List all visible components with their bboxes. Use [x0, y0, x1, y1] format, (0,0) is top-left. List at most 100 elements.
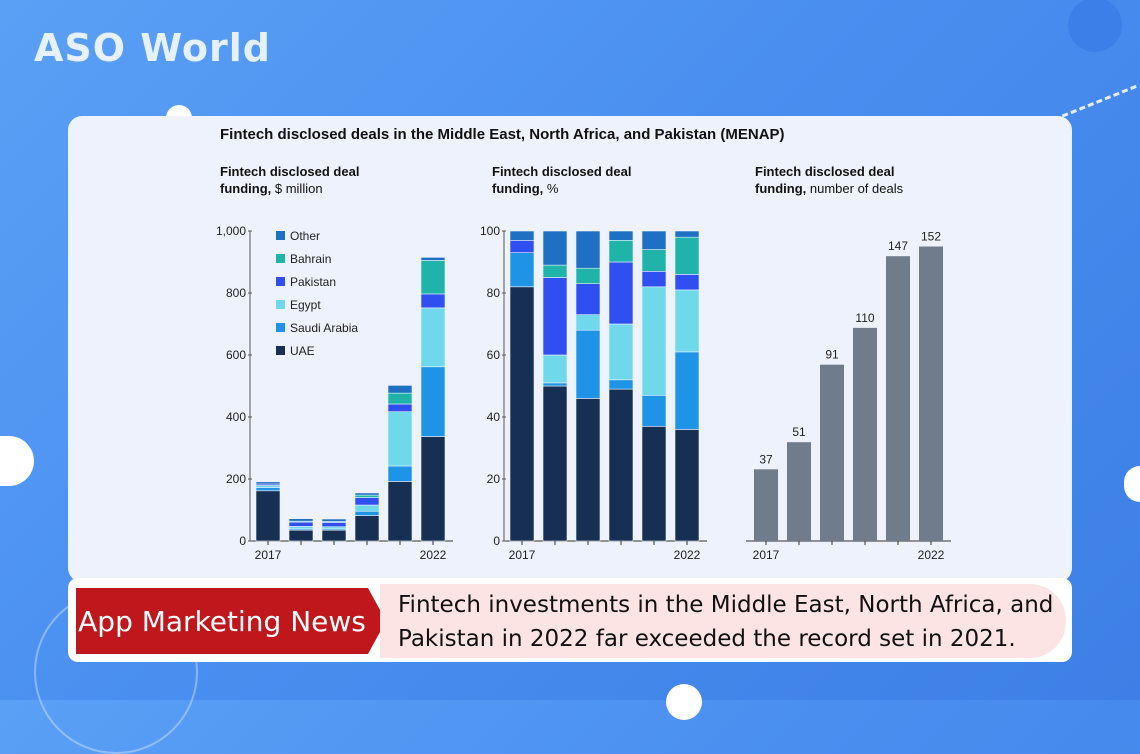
- legend-label: Bahrain: [290, 252, 331, 266]
- bar-uae: [255, 490, 281, 542]
- panel1-ytick-label: 1,000: [216, 224, 246, 238]
- bar-bahrain: [420, 260, 446, 295]
- panel1-subtitle-bold: Fintech disclosed deal funding,: [220, 164, 360, 196]
- bar-bahrain: [354, 494, 380, 498]
- bar-pakistan: [288, 521, 314, 527]
- bar-other: [641, 230, 667, 250]
- bar-deal-count: [919, 246, 943, 541]
- news-badge: App Marketing News: [76, 588, 386, 654]
- bar-other: [354, 492, 380, 496]
- bar-saudi-arabia: [608, 379, 634, 390]
- bar-egypt: [354, 504, 380, 512]
- bar-uae: [674, 429, 700, 542]
- panel1-ytick-label: 200: [226, 472, 246, 486]
- bar-deal-count: [754, 469, 778, 541]
- legend-label: Saudi Arabia: [290, 321, 358, 335]
- bar-other: [288, 518, 314, 522]
- panel1-ytick-label: 0: [239, 534, 246, 548]
- decor-bubble: [0, 436, 34, 486]
- panel1-ytick-label: 800: [226, 286, 246, 300]
- bar-uae: [387, 481, 413, 542]
- panel1-xtick-label: 2022: [420, 548, 447, 562]
- panel1-ytick-label: 600: [226, 348, 246, 362]
- bar-pakistan: [509, 240, 535, 254]
- bar-saudi-arabia: [641, 394, 667, 427]
- bar-other: [608, 230, 634, 241]
- bar-uae: [575, 398, 601, 542]
- bar-deal-count: [787, 442, 811, 541]
- panel2-ytick-label: 0: [493, 534, 500, 548]
- bar-other: [420, 257, 446, 261]
- panel2-xtick-label: 2022: [674, 548, 701, 562]
- panel1-subtitle-unit: $ million: [271, 181, 323, 196]
- panel2-ytick-label: 40: [487, 410, 501, 424]
- bar-uae: [288, 529, 314, 542]
- decor-bubble: [1068, 0, 1122, 52]
- bar-egypt: [387, 411, 413, 467]
- data-label: 152: [921, 230, 941, 244]
- bar-deal-count: [853, 327, 877, 541]
- bar-bahrain: [674, 236, 700, 275]
- bar-other: [387, 385, 413, 394]
- bar-egypt: [575, 314, 601, 331]
- bar-egypt: [420, 307, 446, 368]
- bar-uae: [420, 436, 446, 542]
- bar-egypt: [321, 526, 347, 530]
- figure-title: Fintech disclosed deals in the Middle Ea…: [220, 126, 785, 143]
- bar-pakistan: [354, 497, 380, 506]
- bar-pakistan: [575, 283, 601, 315]
- bar-saudi-arabia: [575, 329, 601, 399]
- news-headline: Fintech investments in the Middle East, …: [398, 592, 1054, 652]
- bar-egypt: [288, 526, 314, 530]
- bar-pakistan: [608, 261, 634, 325]
- panel2-subtitle-bold: Fintech disclosed deal funding,: [492, 164, 632, 196]
- bar-pakistan: [542, 277, 568, 356]
- data-label: 91: [825, 348, 839, 362]
- legend-swatch: [276, 231, 285, 240]
- bar-deal-count: [820, 364, 844, 541]
- bar-saudi-arabia: [542, 382, 568, 387]
- data-label: 110: [855, 311, 874, 325]
- legend-label: Other: [290, 229, 320, 243]
- legend-label: Pakistan: [290, 275, 336, 289]
- news-headline-box: Fintech investments in the Middle East, …: [380, 584, 1066, 658]
- bar-uae: [608, 388, 634, 542]
- panel3-xtick-label: 2022: [918, 548, 945, 562]
- panel2-subtitle: Fintech disclosed deal funding, %: [492, 163, 662, 197]
- data-label: 147: [888, 239, 908, 253]
- panel2-ytick-label: 100: [480, 224, 500, 238]
- bar-other: [321, 518, 347, 522]
- data-label: 37: [759, 452, 773, 466]
- legend-swatch: [276, 277, 285, 286]
- bar-saudi-arabia: [674, 351, 700, 430]
- bar-other: [255, 481, 281, 485]
- charts-svg: 0 200 400 600 800 1,000 2017 2022 0 20 40 60 80 100 20…: [216, 224, 951, 562]
- legend-label: UAE: [290, 344, 315, 358]
- bar-pakistan: [674, 274, 700, 291]
- legend-label: Egypt: [290, 298, 321, 312]
- bar-uae: [542, 385, 568, 542]
- decor-bubble: [666, 684, 702, 720]
- bar-bahrain: [641, 249, 667, 272]
- bar-egypt: [641, 286, 667, 396]
- panel2-subtitle-unit: %: [543, 181, 559, 196]
- panel3-subtitle-unit: number of deals: [806, 181, 904, 196]
- bar-pakistan: [641, 271, 667, 288]
- bar-uae: [354, 515, 380, 542]
- bar-pakistan: [321, 522, 347, 528]
- decor-bubble: [1124, 466, 1140, 502]
- panel2-ytick-label: 80: [487, 286, 501, 300]
- legend-swatch: [276, 300, 285, 309]
- panel1-subtitle: Fintech disclosed deal funding, $ millio…: [220, 163, 390, 197]
- bar-other: [542, 230, 568, 266]
- bar-saudi-arabia: [509, 252, 535, 288]
- bar-saudi-arabia: [255, 487, 281, 492]
- panel1-xtick-label: 2017: [255, 548, 282, 562]
- bar-uae: [509, 286, 535, 542]
- brand-logo: ASO World: [34, 26, 271, 70]
- bar-saudi-arabia: [387, 465, 413, 482]
- bar-other: [509, 230, 535, 241]
- panel2-xtick-label: 2017: [509, 548, 536, 562]
- bar-bahrain: [542, 264, 568, 278]
- bar-bahrain: [575, 267, 601, 284]
